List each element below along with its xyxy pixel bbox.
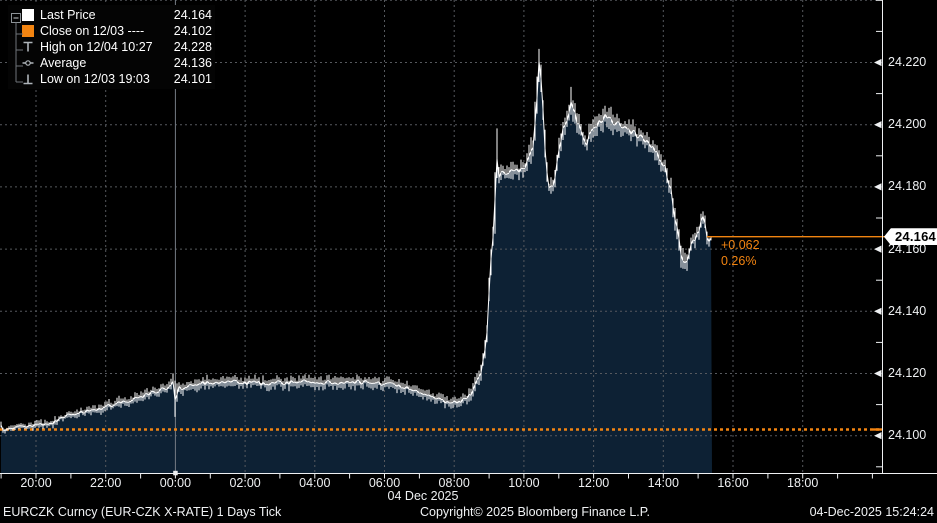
copyright-notice: Copyright© 2025 Bloomberg Finance L.P.	[420, 505, 650, 519]
y-axis-label: 24.220	[888, 55, 927, 69]
x-axis-label: 12:00	[577, 475, 610, 490]
legend-value: 24.164	[173, 8, 212, 22]
x-axis-label: 00:00	[159, 475, 192, 490]
y-axis-label: 24.180	[888, 179, 927, 194]
x-axis-date-label: 04 Dec 2025	[387, 489, 459, 503]
low-marker-icon	[23, 74, 33, 85]
x-axis-label: 06:00	[368, 475, 401, 490]
high-marker-icon	[23, 41, 33, 52]
y-axis-arrow-tick	[874, 121, 882, 129]
legend-row-average[interactable]: Average 24.136	[8, 55, 215, 71]
x-axis-label: 02:00	[229, 475, 261, 490]
y-axis-arrow-tick	[874, 58, 882, 67]
legend-label: Close on 12/03 ----	[40, 24, 145, 38]
x-axis-label: 08:00	[438, 475, 470, 490]
y-axis-label: 24.140	[888, 303, 927, 318]
legend-label: High on 12/04 10:27	[40, 40, 153, 54]
legend-value: 24.102	[173, 24, 212, 38]
net-change-label: +0.062	[721, 238, 760, 253]
legend-label: Last Price	[40, 8, 96, 22]
legend-value: 24.228	[173, 40, 212, 54]
legend-tree-lines	[11, 13, 23, 83]
legend-row-low[interactable]: Low on 12/03 19:03 24.101	[8, 71, 215, 87]
x-axis-label: 20:00	[20, 475, 52, 490]
legend-row-last-price[interactable]: Last Price 24.164	[8, 7, 215, 23]
y-axis-label: 24.200	[888, 117, 927, 132]
y-axis-label: 24.120	[888, 366, 927, 380]
legend-value: 24.101	[173, 72, 212, 86]
timestamp: 04-Dec-2025 15:24:24	[809, 505, 934, 519]
x-axis-label: 14:00	[647, 475, 679, 490]
y-axis-arrow-tick	[874, 369, 882, 378]
x-axis-label: 22:00	[90, 475, 122, 490]
security-description[interactable]: EURCZK Curncy (EUR-CZK X-RATE) 1 Days Ti…	[3, 505, 282, 519]
y-axis-arrow-tick	[874, 245, 882, 253]
last-price-square-icon	[22, 9, 34, 21]
last-price-axis-flag: 24.164	[884, 228, 937, 246]
average-marker-icon	[22, 60, 34, 66]
legend-value: 24.136	[173, 56, 212, 70]
y-axis-arrow-tick	[874, 183, 882, 191]
y-axis-label: 24.100	[888, 428, 927, 443]
legend-label: Low on 12/03 19:03	[40, 72, 150, 86]
legend-row-close[interactable]: Close on 12/03 ---- 24.102	[8, 23, 215, 39]
x-axis-label: 04:00	[299, 475, 331, 490]
price-line	[0, 61, 712, 432]
close-price-square-icon	[22, 25, 34, 37]
legend-row-high[interactable]: High on 12/04 10:27 24.228	[8, 39, 215, 55]
y-axis-arrow-tick	[874, 307, 882, 315]
legend-label: Average	[40, 56, 87, 70]
x-axis-label: 18:00	[787, 475, 819, 490]
y-axis-arrow-tick	[874, 432, 882, 440]
price-area-fill	[1, 61, 712, 473]
chart-legend: Last Price 24.164 Close on 12/03 ---- 24…	[8, 5, 215, 89]
pct-change-label: 0.26%	[721, 254, 757, 269]
x-axis-label: 10:00	[508, 475, 540, 490]
x-axis-label: 16:00	[717, 475, 749, 490]
midnight-axis-marker	[173, 470, 178, 476]
